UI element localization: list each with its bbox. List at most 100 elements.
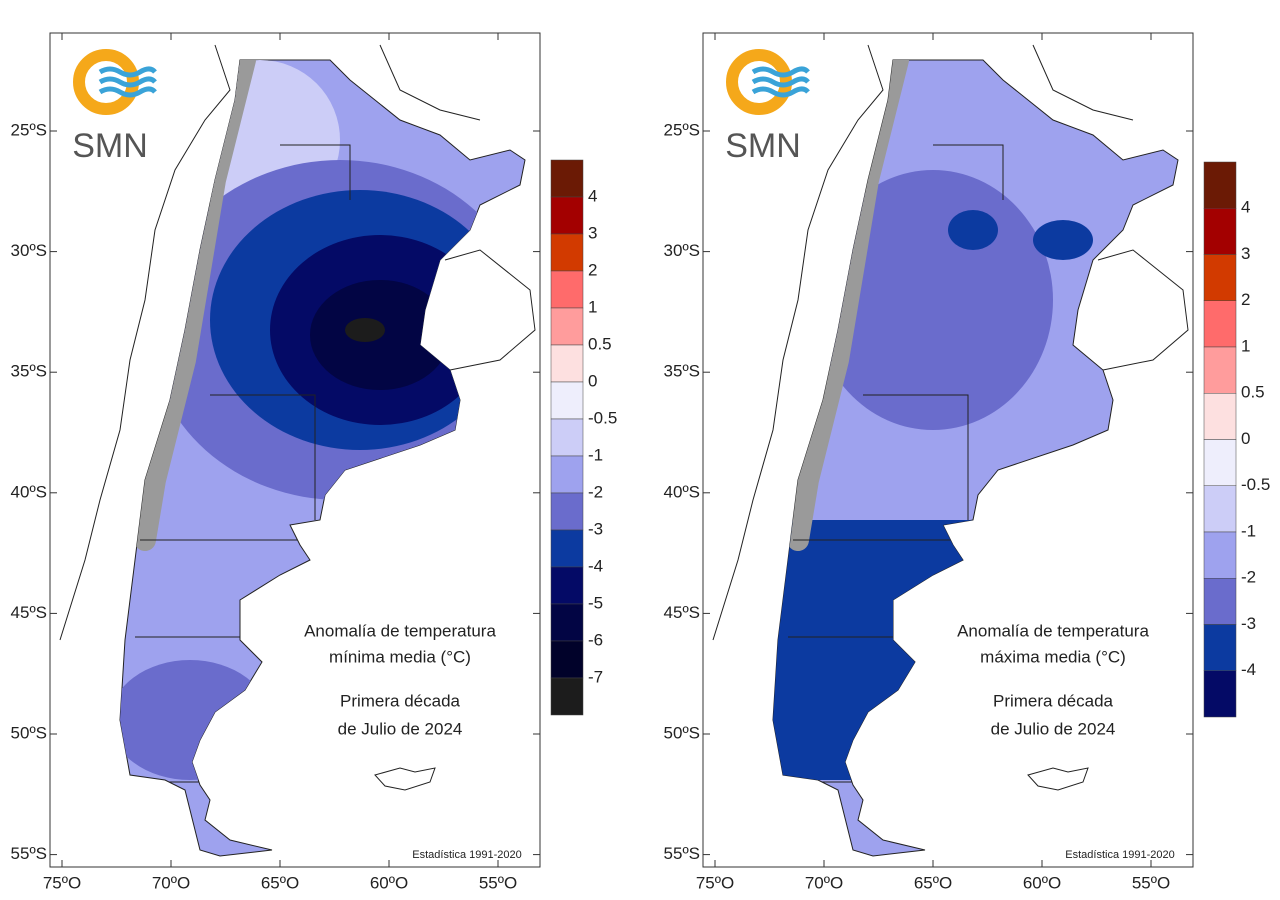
logo-wave (98, 86, 157, 98)
source-note: Estadística 1991-2020 (412, 849, 521, 861)
lat-label: 30ºS (664, 241, 700, 260)
legend-label: -3 (1241, 614, 1256, 633)
lat-label: 25ºS (11, 120, 47, 139)
province-lines (783, 144, 1004, 783)
legend-label: -7 (588, 667, 603, 686)
lon-label: 55ºO (1132, 873, 1170, 892)
legend-swatch (1203, 300, 1237, 348)
legend-swatch (550, 566, 584, 605)
logo-wave (98, 76, 157, 88)
map-title: Anomalía de temperatura (957, 621, 1149, 640)
lat-label: 30ºS (11, 241, 47, 260)
map-panel: SMN 25ºS 30ºS 35ºS 40ºS 45ºS 50ºS 55ºS 75ºO 70ºO 6… (11, 32, 617, 892)
legend-label: 4 (1241, 198, 1250, 217)
lat-label: 50ºS (664, 723, 700, 742)
legend-swatch (1203, 393, 1237, 440)
map-title: máxima media (°C) (980, 647, 1126, 666)
map-title: mínima media (°C) (329, 647, 471, 666)
map-period: de Julio de 2024 (338, 719, 463, 738)
legend-label: 1 (588, 297, 597, 316)
legend-swatch (550, 418, 584, 457)
contour (345, 318, 385, 342)
source-note: Estadística 1991-2020 (1065, 849, 1174, 861)
map-panel: SMN 25ºS 30ºS 35ºS 40ºS 45ºS 50ºS 55ºS 75ºO 70ºO 6… (664, 32, 1270, 892)
lon-label: 55ºO (479, 873, 517, 892)
legend-swatch (550, 455, 584, 494)
lat-label: 25ºS (664, 120, 700, 139)
legend-swatch (1203, 531, 1237, 579)
lon-label: 60ºO (1023, 873, 1061, 892)
logo-wave (751, 66, 810, 78)
lon-label: 65ºO (261, 873, 299, 892)
andes (134, 60, 256, 551)
legend-label: 0.5 (588, 334, 612, 353)
legend-label: -3 (588, 519, 603, 538)
legend-label: -0.5 (588, 408, 617, 427)
legend-swatch (550, 603, 584, 642)
legend-label: 0.5 (1241, 383, 1265, 402)
legend-label: 1 (1241, 336, 1250, 355)
legend-swatch (550, 381, 584, 420)
legend-label: -4 (588, 556, 603, 575)
lat-label: 45ºS (11, 603, 47, 622)
lat-label: 40ºS (664, 482, 700, 501)
legend-swatch (550, 344, 584, 383)
legend-swatch (1203, 578, 1237, 625)
lat-label: 35ºS (11, 362, 47, 381)
lon-label: 70ºO (805, 873, 843, 892)
legend-swatch (550, 307, 584, 346)
logo-wave (751, 86, 810, 98)
lat-label: 40ºS (11, 482, 47, 501)
lat-label: 55ºS (664, 844, 700, 863)
legend-label: -6 (588, 630, 603, 649)
legend-swatch (1203, 439, 1237, 486)
lat-label: 45ºS (664, 603, 700, 622)
contours (120, 60, 525, 783)
logo-text: SMN (72, 127, 148, 165)
legend-swatch (550, 270, 584, 309)
islands (374, 767, 436, 791)
map-period: de Julio de 2024 (991, 719, 1116, 738)
logo-wave (98, 66, 157, 78)
map-period: Primera década (340, 691, 461, 710)
legend-swatch (550, 233, 584, 272)
neighbor-borders (712, 44, 1189, 641)
legend-swatch (1203, 346, 1237, 394)
legend-label: 2 (1241, 290, 1250, 309)
logo-ring (73, 49, 139, 115)
legend-label: 2 (588, 260, 597, 279)
legend-swatch (550, 196, 584, 235)
legend-label: -2 (588, 482, 603, 501)
lat-label: 55ºS (11, 844, 47, 863)
legend-label: -1 (1241, 521, 1256, 540)
islands (1027, 767, 1089, 791)
logo-text: SMN (725, 127, 801, 165)
legend-swatch (550, 640, 584, 679)
lat-label: 50ºS (11, 723, 47, 742)
legend-label: 0 (1241, 429, 1250, 448)
legend-label: -0.5 (1241, 475, 1270, 494)
legend-swatch (550, 677, 584, 716)
neighbor-borders (59, 44, 536, 641)
andes (787, 60, 909, 551)
logo-wave (751, 76, 810, 88)
panels: SMN 25ºS 30ºS 35ºS 40ºS 45ºS 50ºS 55ºS 75ºO 70ºO 6… (11, 32, 1270, 892)
map-period: Primera década (993, 691, 1114, 710)
lat-label: 35ºS (664, 362, 700, 381)
legend-swatch (1203, 485, 1237, 533)
legend-label: -4 (1241, 660, 1256, 679)
lon-label: 70ºO (152, 873, 190, 892)
legend-swatch (1203, 670, 1237, 718)
province-lines (130, 144, 351, 783)
legend-swatch (550, 529, 584, 568)
contour (948, 210, 998, 250)
lon-label: 75ºO (696, 873, 734, 892)
lon-label: 65ºO (914, 873, 952, 892)
logo-ring (726, 49, 792, 115)
legend-swatch (550, 159, 584, 198)
legend-label: -1 (588, 445, 603, 464)
legend-swatch (1203, 254, 1237, 301)
legend-swatch (1203, 624, 1237, 671)
legend-label: 3 (588, 223, 597, 242)
